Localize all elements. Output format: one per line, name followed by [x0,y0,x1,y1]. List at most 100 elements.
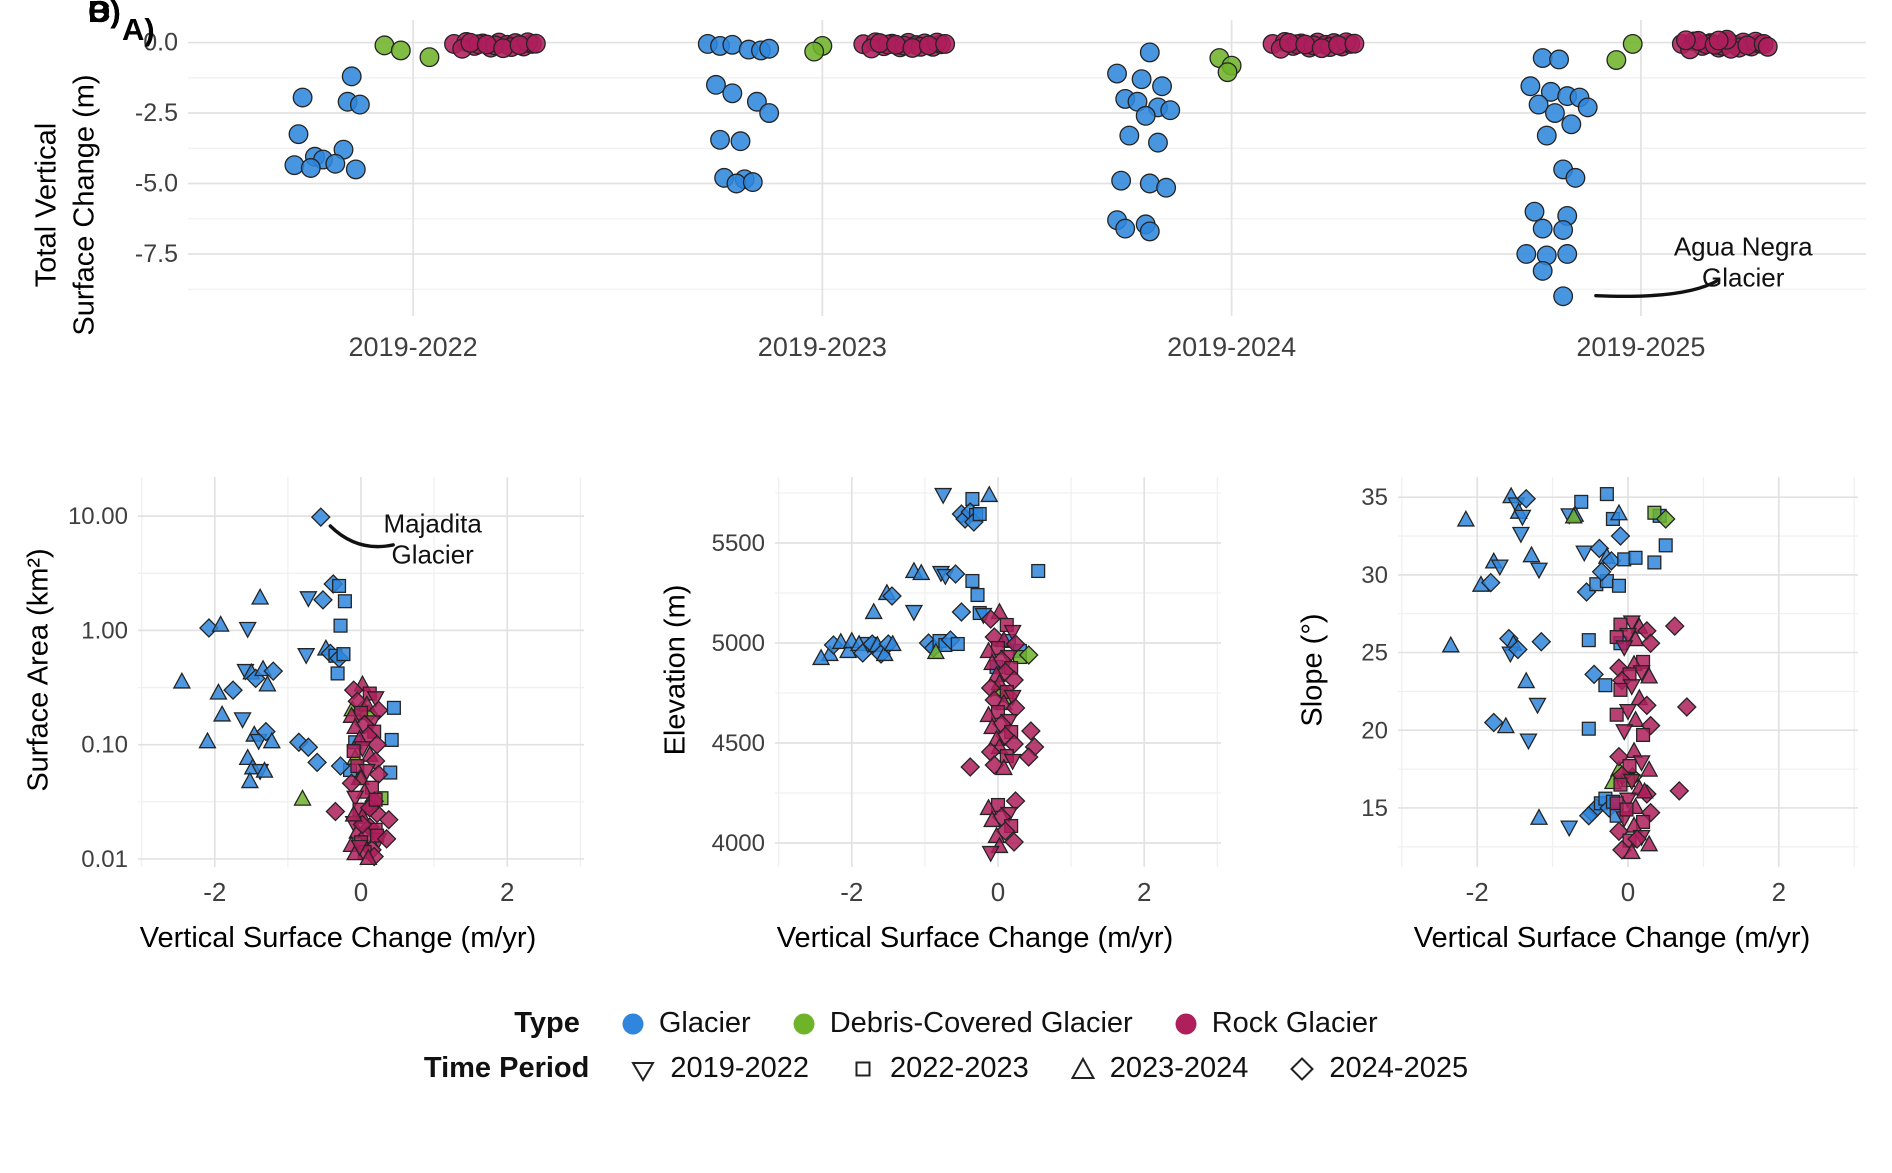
data-point [1640,760,1659,777]
data-point [325,153,346,174]
data-point [1531,631,1552,652]
x-tick-label: -2 [1466,877,1489,907]
x-tick-label: 2019-2022 [349,332,478,362]
data-point [1565,167,1586,188]
data-point [983,717,1002,735]
y-tick-label: 1.00 [81,617,128,644]
data-point [240,771,259,789]
data-point [1217,62,1238,83]
y-tick-label: 15 [1361,795,1388,822]
data-point [811,648,831,666]
data-point [1508,639,1528,660]
data-point [251,587,270,605]
glacier-circle-icon [622,1013,644,1034]
data-point [1456,509,1475,527]
data-point [1480,572,1501,593]
data-point [1622,679,1641,696]
data-point [1708,30,1729,51]
data-point [1640,715,1661,736]
data-point [1536,125,1557,146]
data-point [1003,624,1022,642]
data-point [1524,201,1545,222]
data-point [330,666,345,681]
panel-b-plot-area: 10.00 1.00 0.10 0.01 -2 0 2 Majadita Glacier [62,465,602,920]
data-point [368,792,383,807]
data-point [1613,777,1628,792]
y-tick-label: 5000 [712,630,765,657]
data-point [983,810,1002,828]
x-tick-label: 2 [500,877,514,907]
data-point [1647,505,1662,520]
data-point [912,563,931,581]
panel-a: A) Total Vertical Surface Change (m) 0.0… [0,0,1892,403]
legend: Type Glacier Debris-Covered Glacier Rock… [0,1007,1892,1085]
data-point [1004,670,1024,690]
data-point [1640,666,1659,684]
panel-c: C) Elevation (m) 4000 4500 5000 5500 -2 0 2 Ve… [88,0,1239,955]
panel-d-plot-area: 15 20 25 30 35 -2 0 2 [1336,465,1876,920]
data-point [1513,509,1532,527]
data-point [336,647,351,662]
data-point [1615,640,1634,657]
data-point [722,83,743,104]
data-point [1529,562,1549,580]
data-point [710,129,730,150]
data-point [374,35,395,56]
data-point [935,34,956,54]
panel-b-letter: B) [88,0,121,29]
data-point [476,34,497,55]
data-point [1003,753,1022,771]
data-point [1532,218,1553,239]
y-tick-label: 0.01 [81,846,128,873]
data-point [742,172,763,193]
data-point [384,732,399,747]
data-point [1628,550,1643,565]
y-tick-label: 35 [1361,484,1388,511]
data-point [746,91,767,112]
data-point [1156,177,1177,198]
data-point [211,615,230,632]
panel-c-plot-area: 4000 4500 5000 5500 -2 0 2 [699,465,1239,920]
data-point [1496,716,1515,734]
data-point [376,828,397,849]
legend-label: 2019-2022 [670,1052,810,1084]
data-point [1553,286,1574,307]
data-point [1278,32,1299,53]
data-point [883,634,902,652]
data-point [350,839,369,857]
data-point [804,41,825,62]
data-point [297,648,316,665]
panel-b: B) Surface Area (km²) 10.00 1.00 0.10 0.01 -… [16,0,602,955]
panel-d-letter: D) [88,0,121,29]
legend-label: Debris-Covered Glacier [829,1007,1133,1039]
legend-item-2024-2025: 2024-2025 [1288,1052,1468,1085]
data-point [979,705,998,723]
data-point [346,790,365,808]
panel-b-x-axis-title: Vertical Surface Change (m/yr) [139,922,537,954]
data-point [284,155,305,176]
data-point [1609,503,1629,521]
data-point [198,731,217,749]
data-point [980,485,999,503]
data-point [1519,733,1538,751]
data-point [1618,792,1638,810]
data-point [1528,94,1549,115]
x-tick-label: 2019-2024 [1167,332,1296,362]
data-point [359,848,378,866]
panel-a-plot-area: 0.0 -2.5 -5.0 -7.5 2019-2022 2019-2023 2019-20… [122,6,1882,403]
y-tick-label: 10.00 [68,503,128,530]
data-point [1658,538,1673,553]
data-point [1574,494,1589,509]
panel-c-plot: 4000 4500 5000 5500 -2 0 2 [712,477,1221,907]
data-point [1344,33,1365,54]
data-point [199,618,219,638]
x-tick-label: 2 [1772,877,1786,907]
data-point [980,609,1001,629]
data-point [1031,563,1046,579]
data-point [238,621,257,639]
data-point [1632,755,1651,772]
data-point [1328,35,1348,56]
data-point [1636,695,1657,716]
annotation-text: Glacier [1702,262,1785,292]
data-point [1622,758,1637,774]
